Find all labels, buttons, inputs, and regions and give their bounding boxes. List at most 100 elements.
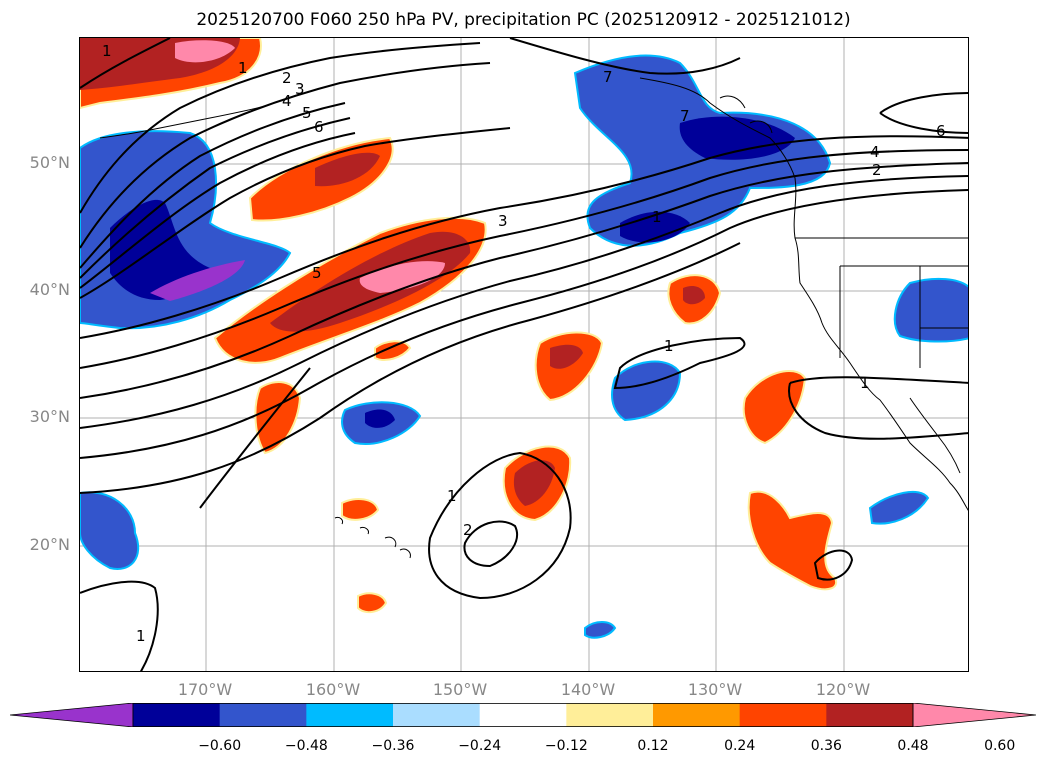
colorbar-tick-label: 0.60 <box>984 738 1016 754</box>
pos-area-north-blob-core <box>315 152 380 187</box>
lon-label-130w: 130°W <box>687 680 743 699</box>
colorbar-segment-9 <box>826 703 914 727</box>
contour-label-19: 1 <box>136 627 146 645</box>
colorbar-tick-label: −0.24 <box>458 738 502 754</box>
pv-contour-jet-3 <box>80 162 968 399</box>
colorbar-tick-label: 0.48 <box>897 738 929 754</box>
colorbar-tick-label: 0.24 <box>724 738 756 754</box>
colorbar <box>9 702 1037 728</box>
north-america-coast <box>639 77 968 511</box>
pv-contour-east-6 <box>879 92 968 114</box>
contour-label-15: 1 <box>664 337 674 355</box>
neg-area-mid <box>611 360 682 422</box>
contour-label-4: 4 <box>282 92 292 110</box>
contour-label-2: 2 <box>282 69 292 87</box>
coastlines <box>99 77 968 559</box>
pv-contour-1-east-loop <box>788 382 968 440</box>
lon-label-160w: 160°W <box>305 680 361 699</box>
map-panel: 1 1 2 3 4 5 6 7 7 6 4 2 3 5 1 1 1 1 2 1 <box>79 37 969 672</box>
pv-contour-small-se <box>813 549 854 581</box>
neg-area-west-min <box>150 260 245 301</box>
pv-contour-jet-5 <box>80 189 968 459</box>
contour-label-10: 4 <box>870 143 880 161</box>
neg-area-north-core <box>679 116 795 160</box>
pv-contour-2-south <box>463 520 518 568</box>
pv-contour-1-sw <box>80 580 159 671</box>
contour-label-14: 1 <box>652 208 662 226</box>
graticule <box>80 38 968 671</box>
pos-area-small-hawaii <box>341 497 380 521</box>
neg-area-sw <box>80 491 140 570</box>
contour-label-1: 1 <box>238 59 248 77</box>
contour-label-0: 1 <box>102 42 112 60</box>
pos-area-ne-small-core <box>683 286 705 305</box>
lat-label-20n: 20°N <box>29 535 70 554</box>
lon-label-140w: 140°W <box>560 680 616 699</box>
pos-area-nw-max <box>175 40 235 63</box>
colorbar-segment-6 <box>566 703 654 727</box>
contour-label-5: 5 <box>302 104 312 122</box>
pv-contour-7 <box>509 38 741 75</box>
colorbar-frame <box>132 703 914 728</box>
canada-islands <box>719 95 773 134</box>
lat-label-50n: 50°N <box>29 153 70 172</box>
pv-contour-jet-6 <box>80 242 741 494</box>
lon-label-120w: 120°W <box>815 680 871 699</box>
contour-label-17: 1 <box>447 487 457 505</box>
lon-label-170w: 170°W <box>177 680 233 699</box>
pos-area-se <box>747 490 838 591</box>
map-canvas: 1 1 2 3 4 5 6 7 7 6 4 2 3 5 1 1 1 1 2 1 <box>80 38 968 671</box>
lat-label-30n: 30°N <box>29 407 70 426</box>
contour-label-7: 7 <box>603 68 613 86</box>
hawaii-islands <box>334 517 411 559</box>
contour-label-11: 2 <box>872 161 882 179</box>
pv-contour-1-loop-mid <box>613 336 746 390</box>
lat-label-40n: 40°N <box>29 280 70 299</box>
pv-contour-jet-1 <box>80 135 968 339</box>
pos-area-small-a <box>374 340 412 361</box>
colorbar-segment-3 <box>306 703 394 727</box>
aleutians <box>99 105 266 139</box>
colorbar-segment-5 <box>479 703 567 727</box>
pos-area-small-south <box>357 592 388 614</box>
contour-label-9: 6 <box>936 122 946 140</box>
negative-precip-areas <box>80 54 968 639</box>
lon-label-150w: 150°W <box>432 680 488 699</box>
contour-labels: 1 1 2 3 4 5 6 7 7 6 4 2 3 5 1 1 1 1 2 1 <box>102 42 946 645</box>
pv-contour-5 <box>80 132 356 289</box>
pv-contour-1-nw <box>80 38 171 89</box>
us-states <box>795 237 968 368</box>
neg-area-small-30n-core <box>365 409 395 428</box>
contour-label-16: 1 <box>860 374 870 392</box>
pv-contour-1-east <box>789 376 968 384</box>
pv-contour-east-6b <box>879 112 968 134</box>
pos-area-mid-1-core <box>550 344 583 369</box>
colorbar-segment-8 <box>739 703 827 727</box>
colorbar-tick-label: 0.12 <box>637 738 669 754</box>
colorbar-svg <box>9 702 1037 728</box>
neg-area-north-core2 <box>620 211 690 243</box>
neg-area-east <box>893 277 968 343</box>
contour-label-8: 7 <box>680 107 690 125</box>
colorbar-tick-label: 0.36 <box>810 738 842 754</box>
pv-contour-6 <box>80 127 511 299</box>
pv-contour-2 <box>80 62 491 249</box>
colorbar-tick-label: −0.60 <box>198 738 242 754</box>
contour-label-6: 6 <box>314 118 324 136</box>
pv-contour-jet-2 <box>80 149 968 369</box>
pv-contours <box>80 38 968 671</box>
colorbar-segment-7 <box>653 703 741 727</box>
colorbar-extend-low <box>9 702 134 728</box>
colorbar-segment-2 <box>219 703 307 727</box>
pv-contour-3 <box>80 102 346 269</box>
pv-contour-bottom <box>199 367 311 509</box>
pv-contour-1-north <box>80 42 481 214</box>
contour-label-18: 2 <box>463 521 473 539</box>
colorbar-tick-label: −0.36 <box>371 738 415 754</box>
pv-contour-4 <box>80 117 351 279</box>
neg-area-west-core <box>110 199 210 300</box>
contour-label-3: 3 <box>295 80 305 98</box>
colorbar-tick-label: −0.48 <box>284 738 328 754</box>
pv-contour-1-south <box>428 451 572 600</box>
colorbar-segment-1 <box>133 703 221 727</box>
